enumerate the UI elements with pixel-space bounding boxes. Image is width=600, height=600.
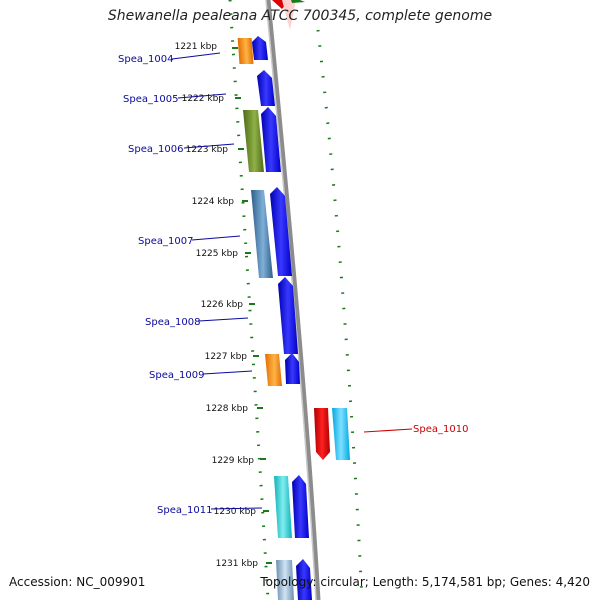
gene-arrow-forward[interactable]: [261, 107, 281, 172]
scale-tick-labels: 1221 kbp 1222 kbp 1223 kbp 1224 kbp 1225…: [175, 42, 259, 569]
tick-label: 1222 kbp: [182, 94, 225, 104]
tick-label: 1225 kbp: [196, 249, 239, 259]
gene-feature-skyblue[interactable]: [332, 408, 350, 460]
gene-arrow-forward[interactable]: [257, 70, 275, 106]
gene-label-spea-1009[interactable]: Spea_1009: [149, 370, 204, 381]
gene-feature-orange[interactable]: [265, 354, 282, 386]
gene-features: [237, 36, 350, 600]
outer-dotted-ring: [316, 29, 364, 600]
gene-feature-olive[interactable]: [243, 110, 264, 172]
gene-arrow-forward[interactable]: [292, 475, 309, 538]
tick-label: 1221 kbp: [175, 42, 218, 52]
accession-text: Accession: NC_009901: [9, 575, 146, 589]
genome-backbone: [265, 0, 321, 600]
gene-feature-cyan[interactable]: [274, 476, 292, 538]
gene-label-spea-1005[interactable]: Spea_1005: [123, 94, 178, 105]
gene-arrow-reverse[interactable]: [314, 408, 330, 460]
label-leader-lines: [171, 52, 413, 510]
tick-label: 1226 kbp: [201, 300, 244, 310]
gene-arrow-forward: [296, 559, 312, 600]
gene-labels: Spea_1004 Spea_1005 Spea_1006 Spea_1007 …: [118, 54, 468, 516]
gene-label-spea-1008[interactable]: Spea_1008: [145, 317, 200, 328]
scale-ticks: [232, 47, 272, 564]
gene-label-spea-1004[interactable]: Spea_1004: [118, 54, 173, 65]
gene-feature-striped: [276, 560, 294, 600]
tick-label: 1224 kbp: [192, 197, 235, 207]
gene-label-spea-1006[interactable]: Spea_1006: [128, 144, 183, 155]
gene-label-spea-1011[interactable]: Spea_1011: [157, 505, 212, 516]
gene-label-spea-1007[interactable]: Spea_1007: [138, 236, 193, 247]
tick-label: 1231 kbp: [216, 559, 259, 569]
gene-arrow-forward[interactable]: [270, 187, 292, 276]
tick-label: 1229 kbp: [212, 456, 255, 466]
tick-label: 1223 kbp: [186, 145, 229, 155]
genome-title: Shewanella pealeana ATCC 700345, complet…: [107, 8, 493, 24]
tick-label: 1228 kbp: [206, 404, 249, 414]
genome-summary-text: Topology: circular; Length: 5,174,581 bp…: [260, 575, 590, 589]
gene-arrow-forward[interactable]: [252, 36, 268, 60]
gene-feature-steelblue[interactable]: [251, 190, 273, 278]
gene-arrow-forward[interactable]: [285, 353, 300, 384]
top-gene-fragments: [272, 0, 305, 30]
gene-feature-orange[interactable]: [237, 38, 254, 64]
gene-arrow-forward[interactable]: [278, 277, 298, 354]
tick-label: 1230 kbp: [214, 507, 257, 517]
tick-label: 1227 kbp: [205, 352, 248, 362]
gene-label-spea-1010[interactable]: Spea_1010: [413, 424, 468, 435]
